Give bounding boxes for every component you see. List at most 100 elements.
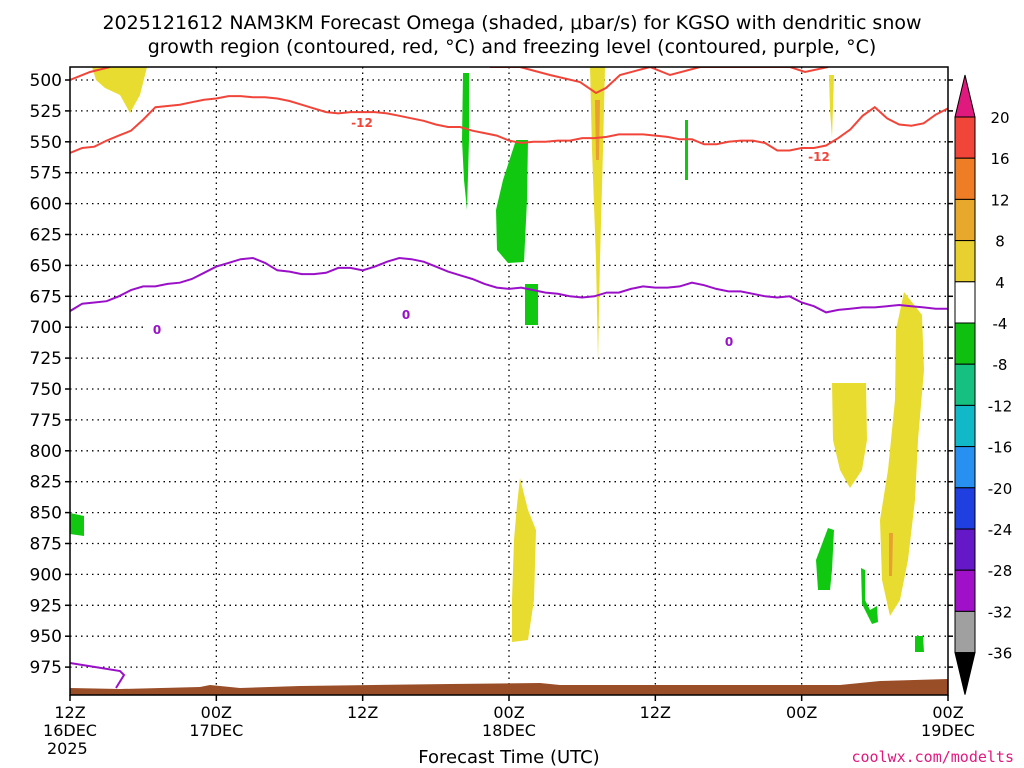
omega-positive-area	[829, 75, 834, 138]
colorbar-label: 8	[995, 233, 1005, 251]
contour-label-0: 0	[402, 308, 410, 322]
omega-positive-area	[880, 292, 924, 616]
y-tick-label: 650	[30, 256, 62, 276]
x-tick-label-date: 16DEC	[43, 721, 97, 740]
colorbar-label: -24	[988, 521, 1013, 539]
y-tick-label: 525	[30, 102, 62, 122]
omega-negative-area	[525, 284, 538, 325]
colorbar-swatch	[954, 528, 976, 571]
y-tick-label: 800	[30, 442, 62, 462]
colorbar-swatch	[954, 404, 976, 448]
contour-line-fragment	[490, 67, 829, 95]
omega-negative-area	[816, 528, 834, 590]
x-tick-label-time: 00Z	[932, 703, 963, 722]
contour-label-bg	[805, 150, 833, 164]
colorbar-label: 12	[990, 191, 1009, 209]
chart-title-line2: growth region (contoured, red, °C) and f…	[148, 36, 877, 58]
y-tick-label: 825	[30, 473, 62, 493]
colorbar-label: 20	[990, 109, 1009, 127]
y-tick-label: 975	[30, 658, 62, 678]
y-tick-label: 925	[30, 596, 62, 616]
omega-negative-area	[462, 73, 469, 210]
y-tick-label: 575	[30, 164, 62, 184]
colorbar-swatch	[954, 569, 976, 612]
omega-positive-area	[92, 67, 147, 113]
contour-line-freezing-level	[70, 256, 948, 314]
colorbar-label: -8	[993, 356, 1008, 374]
x-tick-label-time: 00Z	[201, 703, 232, 722]
colorbar-swatch	[954, 281, 976, 324]
x-tick-label-time: 12Z	[640, 703, 671, 722]
y-tick-label: 775	[30, 411, 62, 431]
y-tick-label: 675	[30, 287, 62, 307]
colorbar-label: -28	[988, 562, 1013, 580]
omega-negative-area	[70, 513, 84, 536]
colorbar-swatch	[954, 322, 976, 365]
colorbar-label: -16	[988, 439, 1013, 457]
y-tick-label: 850	[30, 504, 62, 524]
colorbar-label: -12	[988, 397, 1013, 415]
terrain-ground	[70, 679, 948, 695]
contour-label-minus12: -12	[351, 116, 373, 130]
contour-label-bg	[392, 308, 420, 322]
x-tick-label-year: 2025	[47, 739, 88, 758]
contour-label-minus12: -12	[808, 150, 830, 164]
contour-label-bg	[143, 323, 171, 337]
colorbar-swatch	[954, 610, 976, 654]
y-tick-label: 625	[30, 226, 62, 246]
y-tick-label: 900	[30, 565, 62, 585]
contour-line-dgz-minus12	[70, 95, 948, 154]
x-axis-title: Forecast Time (UTC)	[418, 747, 599, 768]
omega-negative-area	[685, 120, 688, 180]
x-tick-label-time: 12Z	[54, 703, 85, 722]
y-tick-label: 875	[30, 535, 62, 555]
y-tick-label: 700	[30, 318, 62, 338]
contour-label-0: 0	[153, 323, 161, 337]
plot-clip-group: -12 -12 0 0 0	[70, 67, 948, 695]
colorbar-label: 16	[990, 150, 1009, 168]
omega-positive-core	[889, 533, 893, 576]
x-tick-label-date: 17DEC	[189, 721, 243, 740]
credit-text[interactable]: coolwx.com/modelts	[851, 748, 1014, 766]
contour-label-0: 0	[725, 335, 733, 349]
omega-positive-area	[832, 383, 867, 488]
colorbar-label: 4	[995, 274, 1005, 292]
plot-area: -12 -12 0 0 0	[69, 66, 949, 696]
y-tick-label: 550	[30, 133, 62, 153]
colorbar-swatch	[954, 116, 976, 159]
y-tick-label: 950	[30, 627, 62, 647]
omega-positive-core	[595, 100, 600, 160]
y-tick-label: 600	[30, 195, 62, 215]
x-tick-label-time: 00Z	[493, 703, 524, 722]
contour-line-fragment	[70, 662, 126, 689]
y-tick-label: 750	[30, 380, 62, 400]
colorbar-label: -4	[993, 315, 1008, 333]
contour-line-fragment	[70, 67, 111, 81]
colorbar-label: -20	[988, 480, 1013, 498]
colorbar-swatch	[954, 240, 976, 283]
x-tick-label-time: 12Z	[347, 703, 378, 722]
omega-negative-area	[915, 636, 924, 652]
omega-positive-area	[512, 478, 536, 642]
colorbar-swatch	[954, 487, 976, 530]
chart-title-line1: 2025121612 NAM3KM Forecast Omega (shaded…	[102, 12, 921, 34]
y-tick-label: 500	[30, 71, 62, 91]
colorbar-label: -36	[988, 645, 1013, 663]
colorbar-swatch	[954, 446, 976, 489]
contour-label-bg	[348, 116, 376, 130]
contour-label-bg	[715, 335, 743, 349]
omega-negative-area	[496, 140, 528, 263]
x-tick-label-date: 19DEC	[921, 721, 975, 740]
colorbar-swatch	[954, 157, 976, 200]
x-tick-label-date: 18DEC	[482, 721, 536, 740]
colorbar: 20 16 12 8 4 -4 -8 -12 -16 -20 -24 -28 -32 -36	[954, 74, 1013, 695]
omega-negative-area	[861, 568, 878, 624]
colorbar-cap-bottom	[954, 652, 976, 695]
colorbar-swatch	[954, 363, 976, 406]
y-tick-label: 725	[30, 349, 62, 369]
omega-positive-area	[590, 67, 605, 360]
colorbar-swatch	[954, 198, 976, 242]
colorbar-label: -32	[988, 603, 1013, 621]
